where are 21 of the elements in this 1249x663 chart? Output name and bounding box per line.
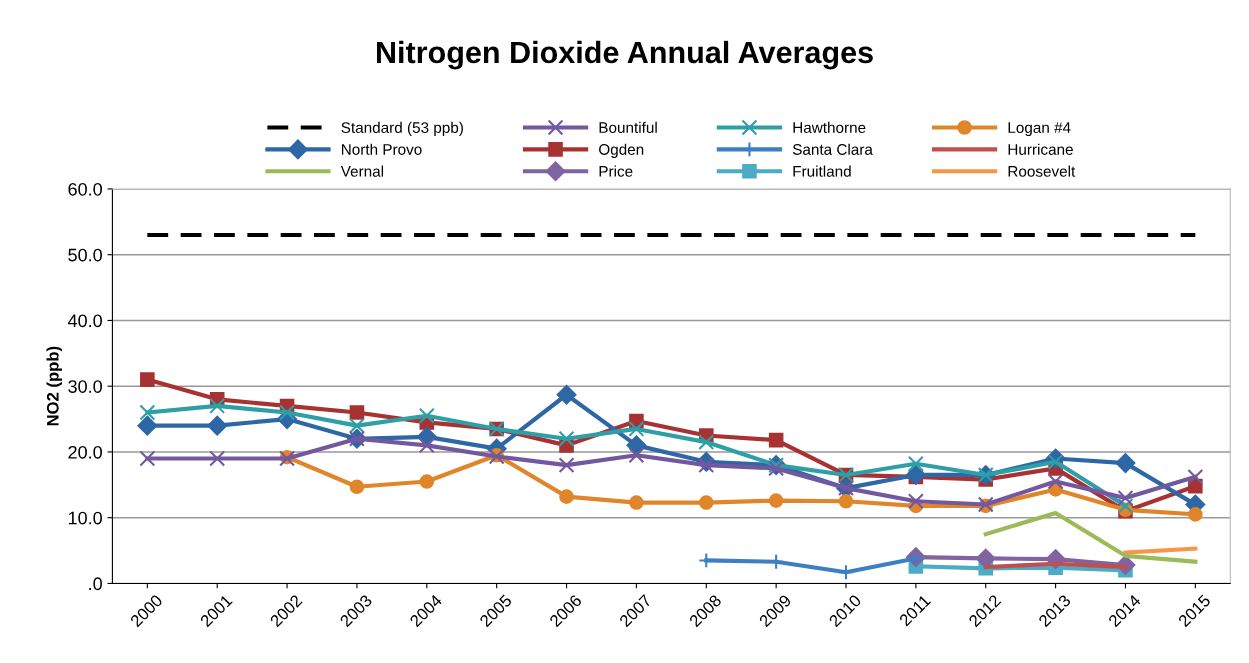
legend-label: Santa Clara xyxy=(792,143,873,155)
y-tick-label: 30.0 xyxy=(68,380,102,393)
legend-label: North Provo xyxy=(341,143,422,155)
y-tick-label: 20.0 xyxy=(68,445,102,459)
legend-label: Price xyxy=(599,165,633,177)
y-tick-label: .0 xyxy=(89,577,102,591)
legend-label: Hawthorne xyxy=(793,121,866,134)
legend-label: Bountiful xyxy=(599,121,657,134)
y-tick-label: 40.0 xyxy=(67,314,102,328)
legend-label: Roosevelt xyxy=(1008,165,1076,177)
y-tick-label: 10.0 xyxy=(68,511,102,525)
legend-label: Ogden xyxy=(599,143,644,158)
legend-label: Standard (53 ppb) xyxy=(341,121,463,137)
legend-label: Vernal xyxy=(340,165,384,177)
chart-title: Nitrogen Dioxide Annual Averages xyxy=(376,40,873,70)
legend-label: Fruitland xyxy=(793,165,851,177)
y-tick-label: 50.0 xyxy=(68,248,102,262)
legend-label: Hurricane xyxy=(1008,143,1073,155)
legend-label: Logan #4 xyxy=(1008,122,1071,137)
y-tick-label: 60.0 xyxy=(68,182,102,196)
y-axis-title: NO2 (ppb) xyxy=(46,346,62,426)
